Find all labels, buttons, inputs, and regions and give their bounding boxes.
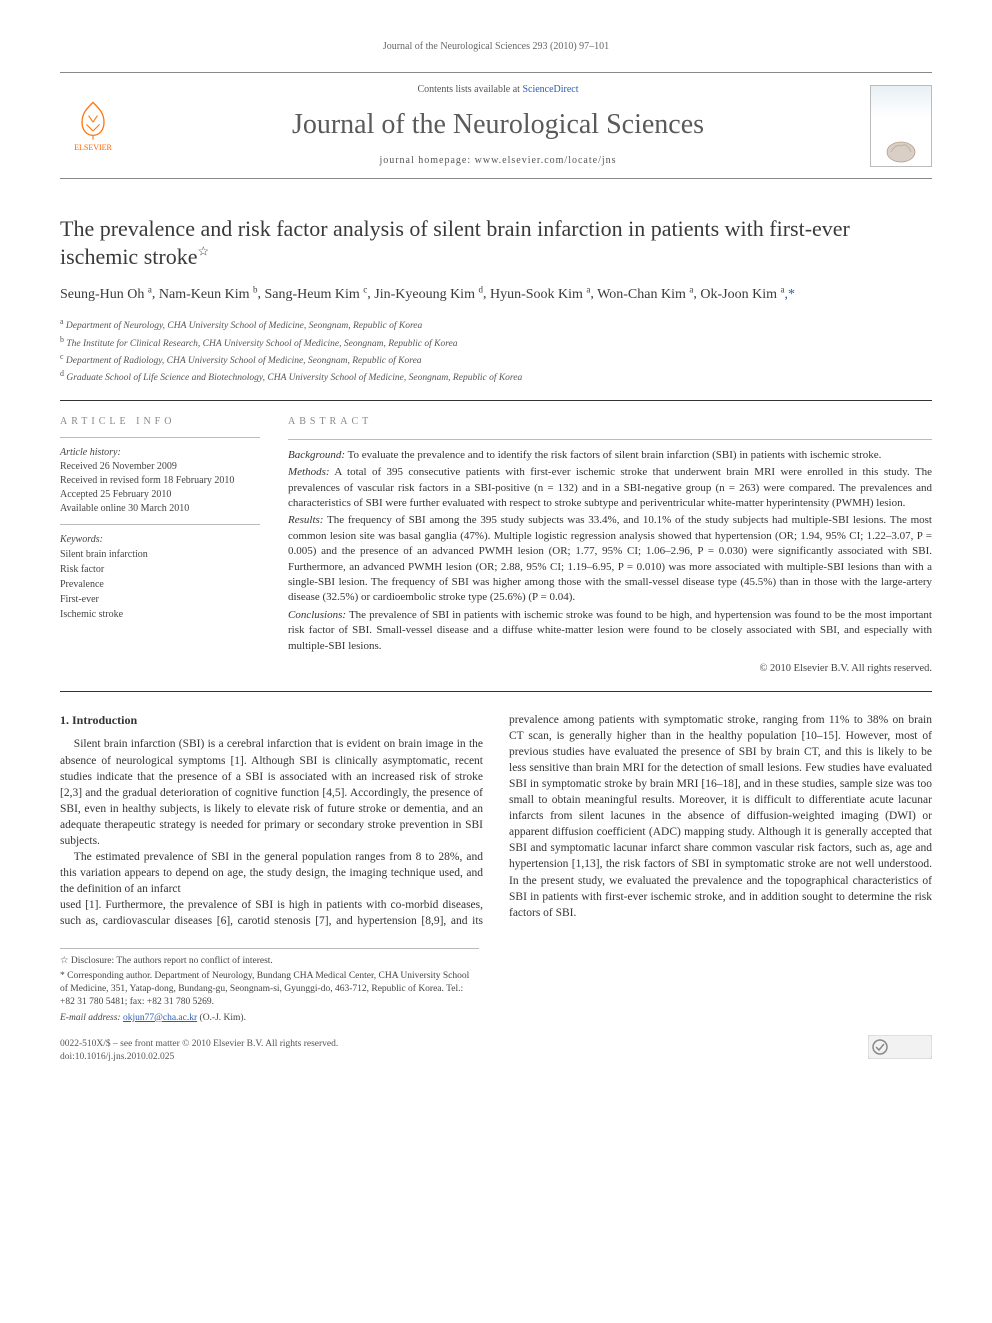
journal-banner: ELSEVIER Contents lists available at Sci… [60,72,932,179]
title-note-marker: ☆ [197,243,209,258]
disclosure-note: ☆ Disclosure: The authors report no conf… [60,955,479,968]
author: Hyun-Sook Kim a [490,287,590,302]
email-label: E-mail address: [60,1013,123,1023]
article-title: The prevalence and risk factor analysis … [60,215,932,270]
affiliation: b The Institute for Clinical Research, C… [60,334,932,351]
abs-results: The frequency of SBI among the 395 study… [288,514,932,603]
corresponding-author-note: * Corresponding author. Department of Ne… [60,970,479,1010]
keywords-label: Keywords: [60,533,260,547]
contents-prefix: Contents lists available at [417,84,522,95]
intro-para-1: Silent brain infarction (SBI) is a cereb… [60,736,483,849]
abs-conclusions: The prevalence of SBI in patients with i… [288,609,932,652]
affiliation: a Department of Neurology, CHA Universit… [60,316,932,333]
page-footer: 0022-510X/$ – see front matter © 2010 El… [60,1035,932,1064]
elsevier-logo: ELSEVIER [60,88,126,164]
email-note: E-mail address: okjun77@cha.ac.kr (O.-J.… [60,1012,479,1025]
footer-right [868,1035,932,1064]
homepage-label: journal homepage: [379,155,474,166]
homepage-line: journal homepage: www.elsevier.com/locat… [126,154,870,168]
keyword: Prevalence [60,578,260,592]
divider [60,691,932,692]
author: Jin-Kyeoung Kim d [374,287,483,302]
intro-heading: 1. Introduction [60,712,483,729]
corr-mark: ,* [785,287,796,302]
intro-para-2: The estimated prevalence of SBI in the g… [60,849,483,897]
author: Won-Chan Kim a [597,287,693,302]
body-columns: 1. Introduction Silent brain infarction … [60,712,932,930]
abs-methods: A total of 395 consecutive patients with… [288,466,932,509]
abstract-heading: ABSTRACT [288,415,932,429]
history-online: Available online 30 March 2010 [60,502,260,516]
doi-line: doi:10.1016/j.jns.2010.02.025 [60,1051,338,1064]
keyword: Silent brain infarction [60,548,260,562]
affiliation: c Department of Radiology, CHA Universit… [60,351,932,368]
article-info-heading: ARTICLE INFO [60,415,260,429]
abs-results-label: Results: [288,514,323,526]
email-suffix: (O.-J. Kim). [197,1013,246,1023]
abstract: ABSTRACT Background: To evaluate the pre… [288,415,932,677]
keyword: Ischemic stroke [60,608,260,622]
journal-cover-thumb [870,85,932,167]
author: Seung-Hun Oh a [60,287,152,302]
history-accepted: Accepted 25 February 2010 [60,488,260,502]
title-text: The prevalence and risk factor analysis … [60,216,850,269]
author: Sang-Heum Kim c [264,287,367,302]
keyword: First-ever [60,593,260,607]
history-label: Article history: [60,446,260,460]
issn-line: 0022-510X/$ – see front matter © 2010 El… [60,1038,338,1051]
affiliations: a Department of Neurology, CHA Universit… [60,316,932,386]
affiliation: d Graduate School of Life Science and Bi… [60,368,932,385]
history-received: Received 26 November 2009 [60,460,260,474]
homepage-url[interactable]: www.elsevier.com/locate/jns [475,155,617,166]
journal-name: Journal of the Neurological Sciences [126,105,870,144]
sciencedirect-link[interactable]: ScienceDirect [522,84,578,95]
author: Ok-Joon Kim a,* [700,287,795,302]
footnotes: ☆ Disclosure: The authors report no conf… [60,948,479,1025]
keyword: Risk factor [60,563,260,577]
author-list: Seung-Hun Oh a, Nam-Keun Kim b, Sang-Heu… [60,282,932,306]
abs-background-label: Background: [288,449,345,461]
publisher-name: ELSEVIER [74,142,112,153]
brain-icon [881,134,921,164]
author: Nam-Keun Kim b [159,287,258,302]
abs-background: To evaluate the prevalence and to identi… [348,449,882,461]
abs-methods-label: Methods: [288,466,330,478]
article-info: ARTICLE INFO Article history: Received 2… [60,415,260,677]
copyright: © 2010 Elsevier B.V. All rights reserved… [288,662,932,677]
tree-icon [71,98,115,142]
abs-conclusions-label: Conclusions: [288,609,346,621]
keywords-list: Silent brain infarctionRisk factorPreval… [60,548,260,622]
history-revised: Received in revised form 18 February 201… [60,474,260,488]
email-link[interactable]: okjun77@cha.ac.kr [123,1013,197,1023]
crossmark-icon [868,1035,932,1059]
divider [60,400,932,401]
banner-center: Contents lists available at ScienceDirec… [126,83,870,168]
footer-left: 0022-510X/$ – see front matter © 2010 El… [60,1038,338,1065]
contents-line: Contents lists available at ScienceDirec… [126,83,870,97]
running-head: Journal of the Neurological Sciences 293… [60,40,932,54]
